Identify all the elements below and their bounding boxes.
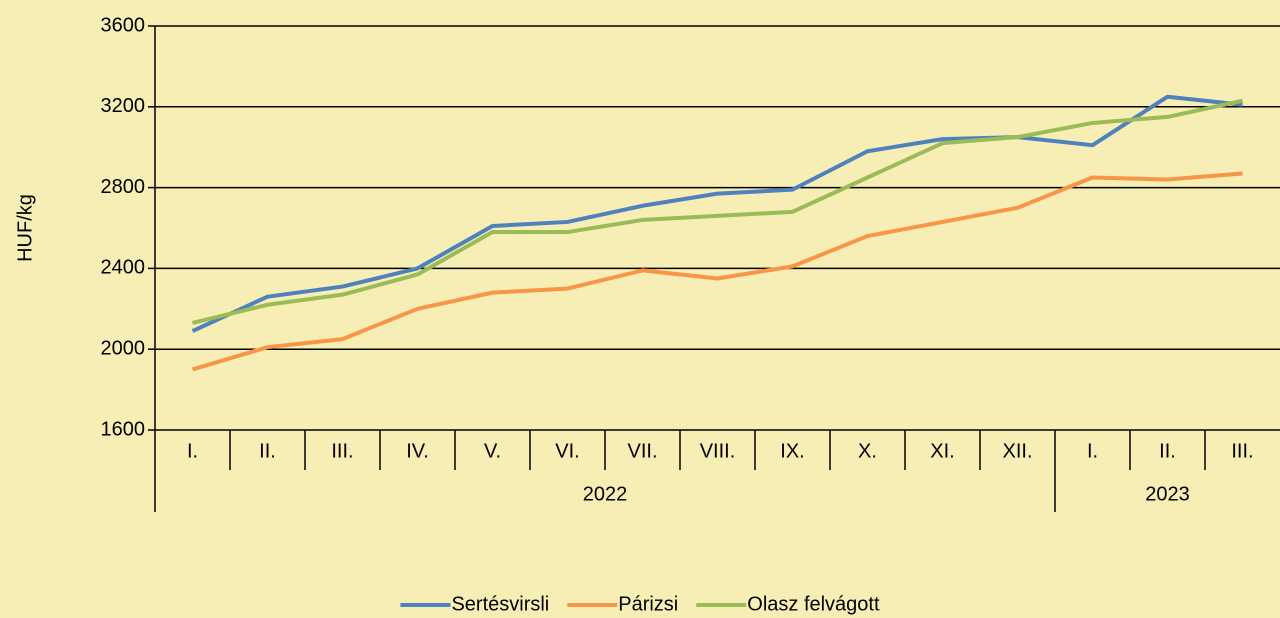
- x-tick-label: III.: [331, 440, 353, 462]
- x-tick-label: VII.: [627, 440, 657, 462]
- x-tick-label: IX.: [780, 440, 804, 462]
- y-tick-label: 3600: [101, 14, 146, 36]
- legend-label: Sertésvirsli: [451, 593, 549, 615]
- x-tick-label: III.: [1231, 440, 1253, 462]
- x-tick-label: I.: [1087, 440, 1098, 462]
- y-tick-label: 2000: [101, 337, 146, 359]
- legend: Sertésvirsli Párizsi Olasz felvágott: [400, 593, 880, 615]
- x-tick-label: XI.: [930, 440, 954, 462]
- x-tick-label: II.: [259, 440, 276, 462]
- x-tick-label: VIII.: [700, 440, 736, 462]
- series-line: [192, 98, 1243, 325]
- y-tick-label: 2400: [101, 257, 146, 279]
- x-tick-label: II.: [1159, 440, 1176, 462]
- x-tick-label: VI.: [555, 440, 579, 462]
- series-line: [191, 94, 1243, 333]
- x-group-label: 2022: [583, 483, 628, 505]
- y-tick-label: 2800: [101, 176, 146, 198]
- series-line: [191, 171, 1243, 372]
- y-tick-label: 1600: [101, 418, 146, 440]
- x-group-label: 2023: [1145, 483, 1190, 505]
- x-tick-label: V.: [484, 440, 501, 462]
- x-tick-label: I.: [187, 440, 198, 462]
- x-tick-label: XII.: [1002, 440, 1032, 462]
- legend-label: Olasz felvágott: [747, 593, 880, 615]
- legend-label: Párizsi: [618, 593, 678, 615]
- x-tick-label: IV.: [406, 440, 429, 462]
- x-tick-label: X.: [858, 440, 877, 462]
- y-tick-label: 3200: [101, 95, 146, 117]
- y-axis-label: HUF/kg: [14, 194, 36, 262]
